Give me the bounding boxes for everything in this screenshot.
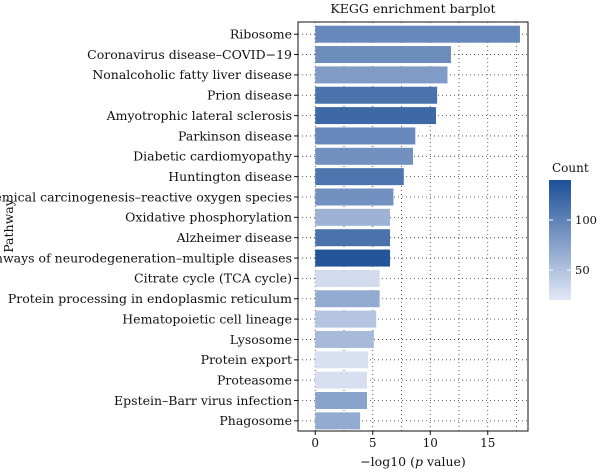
category-label: Oxidative phosphorylation <box>125 210 292 225</box>
bar <box>315 310 377 328</box>
legend-title: Count <box>552 161 589 175</box>
bars <box>315 25 520 430</box>
legend: Count 50 100 <box>549 161 597 300</box>
category-label: Nonalcoholic fatty liver disease <box>92 67 292 82</box>
chart-title: KEGG enrichment barplot <box>330 1 495 16</box>
bar <box>315 86 438 104</box>
bar <box>315 25 520 43</box>
bar <box>315 269 380 287</box>
category-label: Epstein–Barr virus infection <box>114 393 292 408</box>
bar <box>315 371 367 389</box>
x-tick-label: 15 <box>480 436 495 450</box>
category-label: Protein processing in endoplasmic reticu… <box>8 291 292 306</box>
bar <box>315 147 413 165</box>
bar <box>315 412 361 430</box>
bar <box>315 46 451 64</box>
category-labels: Ribosome Coronavirus disease–COVID−19 Nona… <box>0 27 298 428</box>
x-axis-ticks: 0 5 10 15 <box>311 431 495 450</box>
category-label: Huntington disease <box>168 169 292 184</box>
category-label: Alzheimer disease <box>176 230 292 245</box>
bar <box>315 229 390 247</box>
bar <box>315 188 394 206</box>
bar <box>315 168 404 186</box>
legend-tick-label: 100 <box>575 213 597 227</box>
x-tick-label: 5 <box>369 436 377 450</box>
category-label: Ribosome <box>230 27 292 42</box>
bar <box>315 290 380 308</box>
legend-tick-label: 50 <box>575 263 590 277</box>
category-label: Citrate cycle (TCA cycle) <box>134 271 292 286</box>
x-axis-label: −log10 (p value) <box>360 454 466 469</box>
category-label: Prion disease <box>207 88 292 103</box>
category-label: Proteasome <box>217 372 292 387</box>
category-label: Amyotrophic lateral sclerosis <box>106 108 292 123</box>
bar <box>315 66 448 84</box>
category-label: Parkinson disease <box>178 128 292 143</box>
bar <box>315 127 416 145</box>
x-tick-label: 0 <box>311 436 319 450</box>
legend-colorbar <box>549 180 571 300</box>
x-tick-label: 10 <box>423 436 438 450</box>
category-label: Lysosome <box>230 332 292 347</box>
y-axis-label: Pathway <box>1 198 16 253</box>
bar <box>315 107 436 125</box>
bar <box>315 351 369 369</box>
category-label: Protein export <box>201 352 292 367</box>
bar <box>315 249 390 267</box>
category-label: Pathways of neurodegeneration–multiple d… <box>0 250 292 265</box>
legend-ticks: 50 100 <box>549 213 597 277</box>
category-label: Chemical carcinogenesis–reactive oxygen … <box>0 189 292 204</box>
category-label: Hematopoietic cell lineage <box>122 311 292 326</box>
bar <box>315 392 367 409</box>
category-label: Phagosome <box>219 413 292 428</box>
bar <box>315 330 374 348</box>
category-label: Coronavirus disease–COVID−19 <box>87 47 292 62</box>
category-label: Diabetic cardiomyopathy <box>133 149 293 164</box>
bar <box>315 208 390 226</box>
